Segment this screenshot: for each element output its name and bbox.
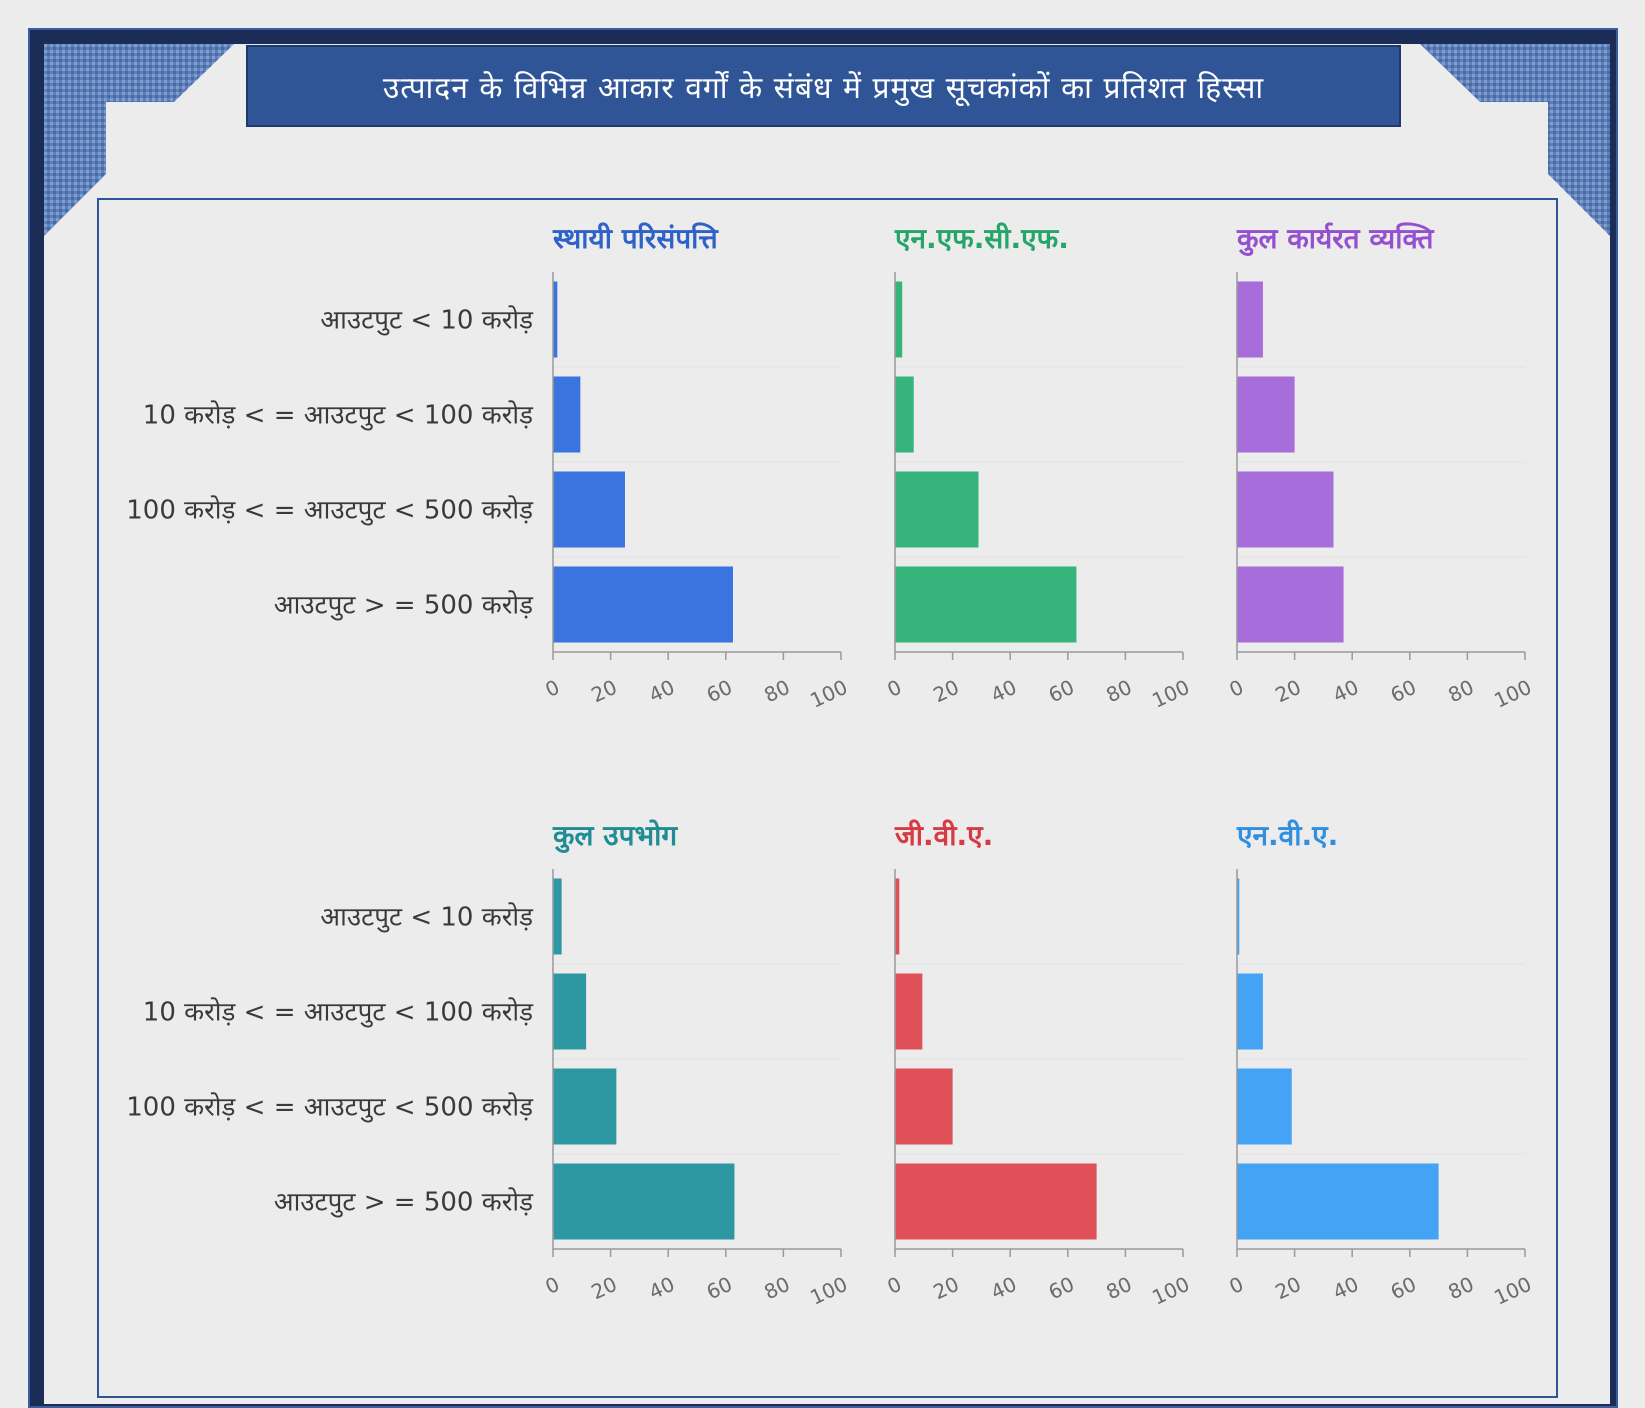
bar — [553, 376, 581, 453]
chart-title: जी.वी.ए. — [894, 819, 993, 852]
top-right-corner-ornament — [1420, 44, 1610, 236]
x-tick-label: 100 — [1490, 675, 1535, 713]
x-tick-label: 40 — [987, 675, 1020, 708]
bar — [553, 281, 558, 358]
bar — [895, 376, 914, 453]
bar — [895, 566, 1077, 643]
x-tick-label: 100 — [1490, 1272, 1535, 1310]
x-tick-label: 40 — [987, 1272, 1020, 1305]
chart-title: कुल कार्यरत व्यक्ति — [1236, 222, 1434, 256]
x-tick-label: 20 — [930, 675, 963, 708]
x-tick-label: 40 — [1329, 675, 1362, 708]
x-tick-label: 0 — [541, 675, 563, 702]
chart-title: स्थायी परिसंपत्ति — [552, 222, 719, 255]
chart-1: स्थायी परिसंपत्ति 0 20 40 60 80 100 आउटपुट < 10… — [126, 222, 851, 713]
category-label: 10 करोड़ < = आउटपुट < 100 करोड़ — [143, 997, 534, 1028]
x-tick-label: 40 — [645, 1272, 678, 1305]
bar — [895, 973, 923, 1050]
x-tick-label: 80 — [760, 1272, 793, 1305]
bar — [895, 471, 979, 548]
chart-6: एन.वी.ए. 0 20 40 60 80 100 — [1225, 819, 1535, 1310]
chart-title: एन.वी.ए. — [1236, 819, 1338, 852]
x-tick-label: 60 — [1387, 1272, 1420, 1305]
x-tick-label: 60 — [1045, 1272, 1078, 1305]
bar — [553, 878, 562, 955]
x-tick-label: 40 — [1329, 1272, 1362, 1305]
x-tick-label: 20 — [1272, 675, 1305, 708]
x-tick-label: 60 — [1045, 675, 1078, 708]
x-tick-label: 100 — [806, 675, 851, 713]
x-tick-label: 100 — [806, 1272, 851, 1310]
x-tick-label: 80 — [1444, 675, 1477, 708]
bar — [553, 1163, 735, 1240]
x-tick-label: 20 — [1272, 1272, 1305, 1305]
x-tick-label: 100 — [1148, 675, 1193, 713]
bar — [1237, 878, 1240, 955]
x-tick-label: 80 — [1102, 675, 1135, 708]
chart-title: कुल उपभोग — [552, 819, 678, 853]
category-label: 100 करोड़ < = आउटपुट < 500 करोड़ — [126, 1092, 534, 1123]
bar — [1237, 281, 1263, 358]
chart-4: कुल उपभोग 0 20 40 60 80 100 आउटपुट < 10 करोड़ 10… — [126, 819, 851, 1310]
category-label: आउटपुट < 10 करोड़ — [320, 305, 534, 336]
x-tick-label: 20 — [588, 1272, 621, 1305]
chart-title: एन.एफ.सी.एफ. — [894, 222, 1069, 255]
bar — [553, 973, 587, 1050]
bar — [553, 1068, 617, 1145]
chart-5: जी.वी.ए. 0 20 40 60 80 100 — [883, 819, 1193, 1310]
category-label: आउटपुट < 10 करोड़ — [320, 902, 534, 933]
category-label: आउटपुट > = 500 करोड़ — [274, 590, 534, 621]
x-tick-label: 40 — [645, 675, 678, 708]
page-title: उत्पादन के विभिन्न आकार वर्गों के संबंध … — [246, 45, 1401, 127]
x-tick-label: 100 — [1148, 1272, 1193, 1310]
bar — [1237, 566, 1344, 643]
bar — [895, 281, 903, 358]
x-tick-label: 0 — [1225, 1272, 1247, 1299]
bar — [1237, 973, 1263, 1050]
x-tick-label: 20 — [930, 1272, 963, 1305]
x-tick-label: 0 — [541, 1272, 563, 1299]
bar — [553, 566, 733, 643]
x-tick-label: 80 — [760, 675, 793, 708]
x-tick-label: 80 — [1102, 1272, 1135, 1305]
x-tick-label: 60 — [1387, 675, 1420, 708]
bar — [1237, 1068, 1292, 1145]
bar — [895, 878, 900, 955]
chart-3: कुल कार्यरत व्यक्ति 0 20 40 60 80 100 — [1225, 222, 1535, 713]
x-tick-label: 0 — [883, 1272, 905, 1299]
category-label: आउटपुट > = 500 करोड़ — [274, 1187, 534, 1218]
category-label: 100 करोड़ < = आउटपुट < 500 करोड़ — [126, 495, 534, 526]
bar — [1237, 1163, 1439, 1240]
bar — [1237, 376, 1295, 453]
x-tick-label: 20 — [588, 675, 621, 708]
bar — [895, 1068, 953, 1145]
top-left-corner-ornament — [44, 44, 234, 236]
bar — [1237, 471, 1334, 548]
category-label: 10 करोड़ < = आउटपुट < 100 करोड़ — [143, 400, 534, 431]
x-tick-label: 0 — [883, 675, 905, 702]
x-tick-label: 0 — [1225, 675, 1247, 702]
x-tick-label: 60 — [703, 675, 736, 708]
bar — [553, 471, 625, 548]
chart-2: एन.एफ.सी.एफ. 0 20 40 60 80 100 — [883, 222, 1193, 713]
bar — [895, 1163, 1097, 1240]
x-tick-label: 60 — [703, 1272, 736, 1305]
x-tick-label: 80 — [1444, 1272, 1477, 1305]
